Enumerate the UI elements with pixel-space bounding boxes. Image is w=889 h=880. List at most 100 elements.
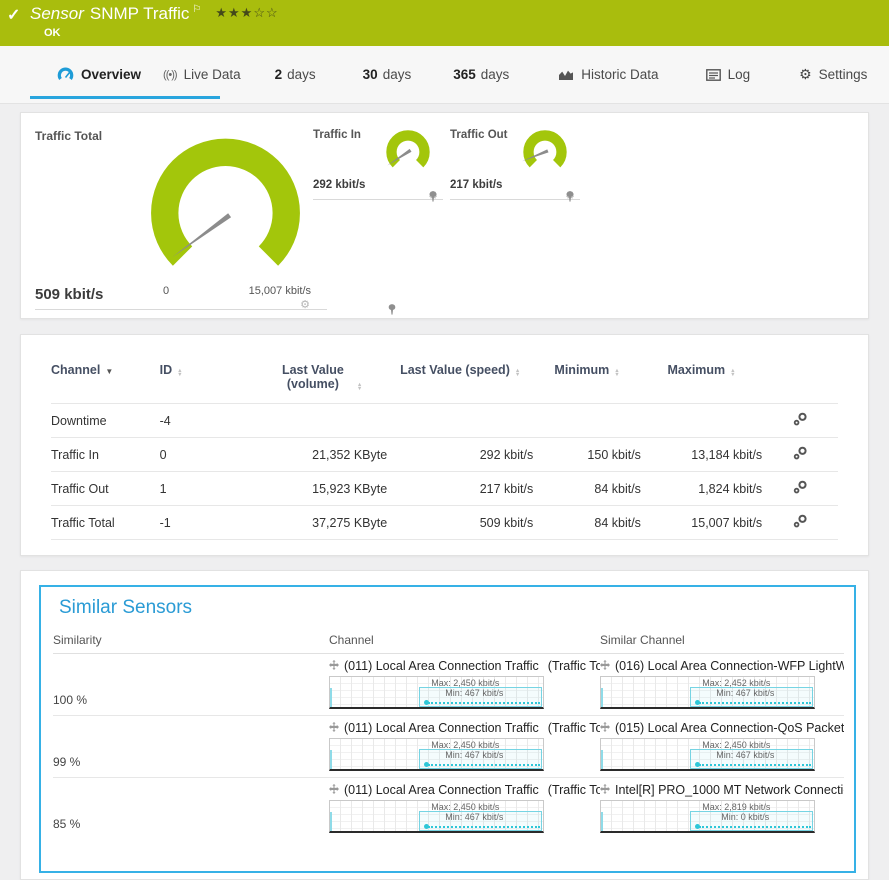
broadcast-icon: ((•)) (163, 68, 177, 81)
mini-graph-min: Min: 467 kbit/s (445, 688, 504, 698)
area-chart-icon (558, 69, 574, 81)
sort-icon: ▲ ▼ (614, 368, 620, 378)
tab-historic-data-label: Historic Data (581, 67, 659, 82)
drag-move-icon[interactable] (600, 659, 610, 673)
mini-graph: Max: 2,450 kbit/s Min: 467 kbit/s (600, 738, 815, 771)
mini-graph-max: Max: 2,452 kbit/s (702, 678, 771, 688)
similar-sensor-row: 99 % (011) Local Area Connection Traffic… (53, 716, 844, 778)
mini-graph-max: Max: 2,450 kbit/s (702, 740, 771, 750)
mini-graph: Max: 2,452 kbit/s Min: 467 kbit/s (600, 676, 815, 709)
channel-id: -1 (159, 505, 250, 540)
col-header-id[interactable]: ID ▲ ▼ (159, 363, 183, 378)
channel-speed: 509 kbit/s (387, 505, 534, 540)
channel-name-suffix: (Traffic To (547, 783, 600, 797)
channel-cell[interactable]: (011) Local Area Connection Traffic (Traf… (329, 783, 600, 833)
channel-cell[interactable]: (011) Local Area Connection Traffic (Traf… (329, 721, 600, 771)
tab-log-label: Log (727, 67, 751, 82)
channel-speed: 292 kbit/s (387, 437, 534, 472)
drag-move-icon[interactable] (329, 783, 339, 797)
mini-graph-max: Max: 2,450 kbit/s (431, 740, 500, 750)
tab-365-days[interactable]: 365 days (453, 67, 509, 82)
drag-move-icon[interactable] (329, 721, 339, 735)
mini-graph: Max: 2,450 kbit/s Min: 467 kbit/s (329, 676, 544, 709)
drag-move-icon[interactable] (600, 783, 610, 797)
channel-id: -4 (159, 403, 250, 438)
table-row-traffic-in: Traffic In 0 21,352 KByte 292 kbit/s 150… (51, 437, 838, 472)
settings-gear-icon: ⚙ (799, 66, 812, 82)
traffic-in-gauge: Traffic In 292 kbit/s ⚙ (313, 123, 443, 202)
channel-name: (016) Local Area Connection-WFP LightWei… (615, 659, 844, 673)
mini-graph-max: Max: 2,450 kbit/s (431, 678, 500, 688)
mini-graph-min: Min: 0 kbit/s (721, 812, 770, 822)
header-similar-channel: Similar Channel (600, 633, 685, 647)
tab-30-days[interactable]: 30 days (363, 67, 412, 82)
channel-settings-icon[interactable] (762, 403, 838, 438)
drag-move-icon[interactable] (600, 721, 610, 735)
traffic-total-gauge: Traffic Total 509 kbit/s 0 15,007 kbit/s… (35, 121, 396, 315)
traffic-total-label: Traffic Total (35, 129, 103, 143)
log-list-icon (705, 68, 721, 81)
similar-channel-cell[interactable]: (015) Local Area Connection-QoS Packet S… (600, 721, 844, 771)
sensor-title: Sensor SNMP Traffic ⚐ ★★★☆☆ (30, 4, 279, 24)
col-header-maximum[interactable]: Maximum ▲ ▼ (667, 363, 736, 378)
gauge-scale-max: 15,007 kbit/s (248, 285, 311, 297)
channel-name: Downtime (51, 403, 160, 438)
col-header-minimum[interactable]: Minimum ▲ ▼ (554, 363, 620, 378)
channel-id: 0 (159, 437, 250, 472)
col-header-channel[interactable]: Channel ▼ (51, 363, 114, 377)
similar-channel-cell[interactable]: (016) Local Area Connection-WFP LightWei… (600, 659, 844, 709)
channel-settings-icon[interactable] (762, 437, 838, 472)
sort-icon: ▲ ▼ (177, 368, 183, 378)
channel-cell[interactable]: (011) Local Area Connection Traffic (Traf… (329, 659, 600, 709)
tab-30-days-number: 30 (362, 67, 378, 82)
mini-graph-min: Min: 467 kbit/s (445, 750, 504, 760)
tab-historic-data[interactable]: Historic Data (558, 67, 659, 82)
similar-sensors-panel: Similar Sensors Similarity Channel Simil… (20, 570, 869, 880)
channel-max (640, 403, 763, 438)
gauge-scale-min: 0 (163, 285, 170, 297)
table-row-traffic-total: Traffic Total -1 37,275 KByte 509 kbit/s… (51, 505, 838, 540)
channel-max: 13,184 kbit/s (640, 437, 763, 472)
traffic-out-gauge-dial (522, 130, 567, 168)
col-header-last-volume[interactable]: Last Value (volume) ▲ ▼ (281, 363, 363, 392)
tab-settings[interactable]: ⚙ Settings (799, 66, 867, 83)
channel-name: (015) Local Area Connection-QoS Packet S… (615, 721, 844, 735)
sort-desc-icon: ▼ (105, 367, 114, 376)
flag-icon[interactable]: ⚐ (192, 4, 202, 15)
tab-2-days-number: 2 (274, 67, 283, 82)
similar-sensors-title: Similar Sensors (59, 597, 193, 618)
header-similarity: Similarity (53, 633, 102, 647)
channel-min (533, 403, 641, 438)
channel-table-panel: Channel ▼ ID ▲ ▼ Last Value (volume) ▲ ▼ Last… (20, 334, 869, 556)
similar-sensors-box: Similar Sensors Similarity Channel Simil… (39, 585, 856, 873)
traffic-out-gauge: Traffic Out 217 kbit/s ⚙ (450, 123, 580, 202)
channel-name-suffix: (Traffic To (547, 721, 600, 735)
tab-live-data[interactable]: ((•)) Live Data (163, 67, 241, 82)
table-row-downtime: Downtime -4 (51, 403, 838, 438)
sensor-name: SNMP Traffic (89, 4, 190, 23)
active-tab-underline (30, 96, 220, 99)
gauge-settings-gear-icon[interactable]: ⚙ (300, 299, 310, 311)
channel-max: 15,007 kbit/s (640, 505, 763, 540)
channel-name: Traffic In (51, 437, 160, 472)
channel-speed (387, 403, 534, 438)
mini-graph-max: Max: 2,450 kbit/s (431, 802, 500, 812)
channel-settings-icon[interactable] (762, 505, 838, 540)
channel-settings-icon[interactable] (762, 471, 838, 506)
col-header-last-speed[interactable]: Last Value (speed) ▲ ▼ (400, 363, 521, 378)
sensor-kind-label: Sensor (30, 4, 84, 23)
channel-volume: 15,923 KByte (249, 471, 388, 506)
channel-name: (011) Local Area Connection Traffic (344, 783, 539, 797)
similar-channel-cell[interactable]: Intel[R] PRO_1000 MT Network Connection(… (600, 783, 844, 833)
channel-table: Channel ▼ ID ▲ ▼ Last Value (volume) ▲ ▼ Last… (51, 357, 838, 540)
tab-log[interactable]: Log (705, 67, 751, 82)
status-badge: OK (44, 27, 61, 39)
drag-move-icon[interactable] (329, 659, 339, 673)
channel-min: 84 kbit/s (533, 471, 641, 506)
priority-stars[interactable]: ★★★☆☆ (215, 5, 279, 20)
channel-name: Traffic Total (51, 505, 160, 540)
tab-overview[interactable]: Overview (57, 67, 141, 82)
tab-2-days[interactable]: 2 days (275, 67, 316, 82)
sort-icon: ▲ ▼ (356, 382, 363, 392)
traffic-out-value: 217 kbit/s (450, 179, 503, 191)
